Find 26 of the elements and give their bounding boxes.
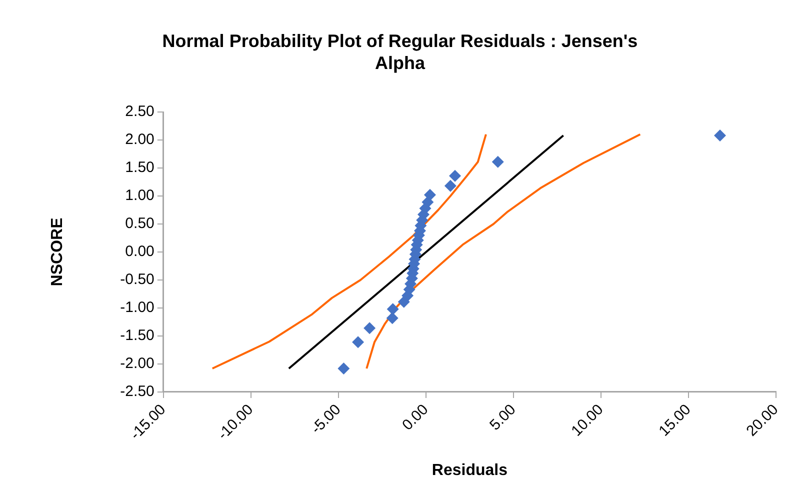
point [352,336,364,348]
x-axis-title: Residuals [432,462,508,479]
point [364,322,376,334]
point [386,303,399,316]
y-tick-label: -2.00 [120,355,154,372]
y-tick-label: 0.50 [125,215,154,232]
y-axis-title: NSCORE [49,217,66,286]
y-tick-label: 1.50 [125,159,154,176]
point [714,130,726,142]
x-tick-label: 5.00 [486,401,520,434]
y-tick-label: 1.00 [125,187,154,204]
point [424,188,436,201]
chart-title: Normal Probability Plot of Regular Residuals : Jensen's Alpha [161,30,639,74]
y-tick-label: 2.00 [125,131,154,148]
y-tick-label: 2.50 [125,103,154,120]
y-tick-label: -1.50 [120,327,154,344]
y-tick-label: 0.00 [125,243,154,260]
y-tick-label: -1.00 [120,299,154,316]
y-tick-label: -2.50 [120,383,154,400]
point [338,362,350,374]
point [492,156,504,168]
x-tick-label: 0.00 [399,401,432,434]
point [386,312,398,324]
point [448,170,461,182]
y-tick-label: -0.50 [120,271,154,288]
point [444,180,456,192]
